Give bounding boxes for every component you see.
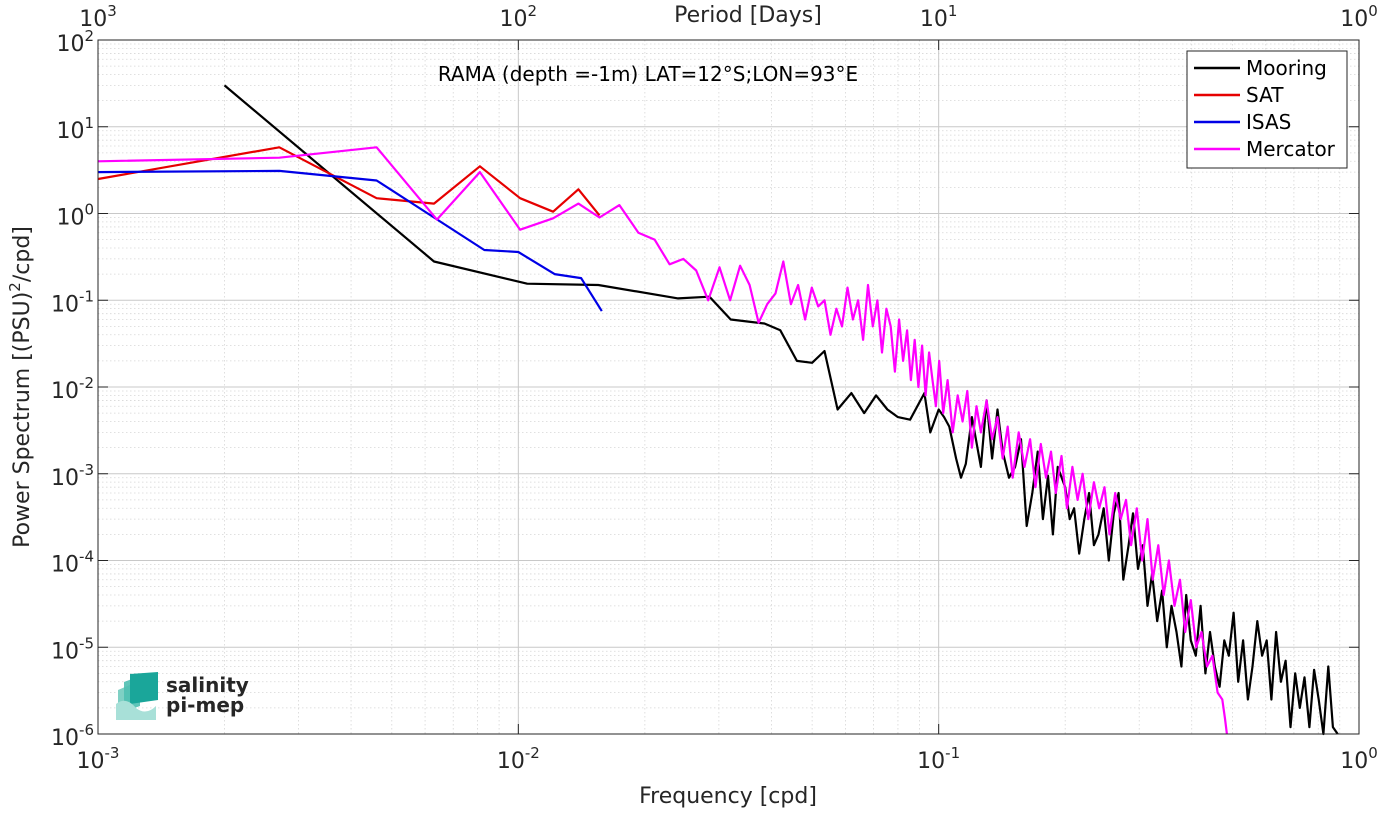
y-tick-label-base: 10 — [56, 119, 84, 144]
top-tick-label: 103 — [79, 2, 117, 32]
x-axis-title: Frequency [cpd] — [639, 784, 817, 809]
top-tick-label-exp: 1 — [948, 2, 958, 20]
tick-marks — [97, 39, 1360, 735]
legend: Mooring SAT ISAS Mercator — [1186, 50, 1348, 169]
y-tick-label-exp: 1 — [84, 114, 94, 132]
x-tick-label-exp: -2 — [525, 744, 540, 762]
x-tick-label: 10-2 — [497, 744, 540, 774]
x-tick-label: 10-1 — [917, 744, 960, 774]
legend-label-mooring: Mooring — [1246, 56, 1327, 80]
logo-text-pi-mep: pi-mep — [166, 693, 244, 717]
x-tick-label: 100 — [1340, 744, 1378, 774]
y-tick-label: 10-1 — [51, 287, 94, 317]
series-line-mooring — [223, 84, 1339, 736]
legend-label-isas: ISAS — [1246, 110, 1291, 134]
y-tick-label-base: 10 — [51, 553, 79, 578]
y-tick-label: 101 — [56, 114, 94, 144]
x-tick-label: 10-3 — [77, 744, 120, 774]
y-axis-title-sup: 2 — [6, 282, 24, 292]
y-tick-label-base: 10 — [51, 726, 79, 751]
y-tick-label-exp: -1 — [79, 287, 94, 305]
y-tick-label-exp: -4 — [79, 548, 94, 566]
y-axis-title: Power Spectrum [(PSU)2/cpd] — [6, 226, 35, 548]
x-tick-label-exp: -1 — [945, 744, 960, 762]
y-tick-label: 10-4 — [51, 548, 94, 578]
x-tick-label-base: 10 — [77, 749, 105, 774]
y-tick-label: 102 — [56, 27, 94, 57]
y-tick-label-base: 10 — [51, 379, 79, 404]
top-axis-title: Period [Days] — [674, 3, 822, 28]
y-tick-label-exp: -2 — [79, 374, 94, 392]
top-tick-label-base: 10 — [79, 7, 107, 32]
y-tick-label-exp: -3 — [79, 461, 94, 479]
top-tick-label-exp: 2 — [528, 2, 538, 20]
top-tick-label: 100 — [1340, 2, 1378, 32]
y-tick-label-exp: 0 — [84, 201, 94, 219]
logo-mark-icon — [116, 672, 158, 720]
y-tick-label: 100 — [56, 201, 94, 231]
series-layer — [97, 84, 1339, 736]
x-tick-label-exp: -3 — [105, 744, 120, 762]
x-tick-label-base: 10 — [497, 749, 525, 774]
y-tick-label-exp: -6 — [79, 721, 94, 739]
series-line-sat — [97, 146, 601, 217]
chart-annotation: RAMA (depth =-1m) LAT=12°S;LON=93°E — [438, 62, 858, 86]
y-tick-label-base: 10 — [51, 466, 79, 491]
top-tick-label-base: 10 — [500, 7, 528, 32]
major-grid — [97, 39, 1360, 735]
legend-label-sat: SAT — [1246, 83, 1284, 107]
top-tick-label: 102 — [500, 2, 538, 32]
logo-text-salinity: salinity — [166, 673, 249, 697]
y-tick-label-exp: -5 — [79, 634, 94, 652]
y-tick-label-base: 10 — [51, 292, 79, 317]
salinity-pi-mep-logo: salinity pi-mep — [116, 672, 249, 720]
top-tick-label-exp: 0 — [1368, 2, 1378, 20]
legend-label-mercator: Mercator — [1246, 137, 1336, 161]
y-tick-label-base: 10 — [56, 32, 84, 57]
y-tick-label: 10-5 — [51, 634, 94, 664]
y-tick-label-exp: 2 — [84, 27, 94, 45]
series-line-isas — [97, 169, 603, 312]
top-tick-label-base: 10 — [920, 7, 948, 32]
x-tick-label-exp: 0 — [1368, 744, 1378, 762]
x-tick-label-base: 10 — [917, 749, 945, 774]
series-line-mercator — [97, 146, 1228, 735]
top-tick-label-base: 10 — [1340, 7, 1368, 32]
x-tick-label-base: 10 — [1340, 749, 1368, 774]
y-axis-title-tail: /cpd] — [10, 226, 35, 282]
y-tick-label: 10-2 — [51, 374, 94, 404]
y-tick-label-base: 10 — [51, 639, 79, 664]
y-tick-label: 10-3 — [51, 461, 94, 491]
y-tick-label: 10-6 — [51, 721, 94, 751]
y-axis-title-main: Power Spectrum [(PSU) — [10, 292, 35, 548]
top-tick-label-exp: 3 — [107, 2, 117, 20]
y-tick-label-base: 10 — [56, 206, 84, 231]
top-tick-label: 101 — [920, 2, 958, 32]
